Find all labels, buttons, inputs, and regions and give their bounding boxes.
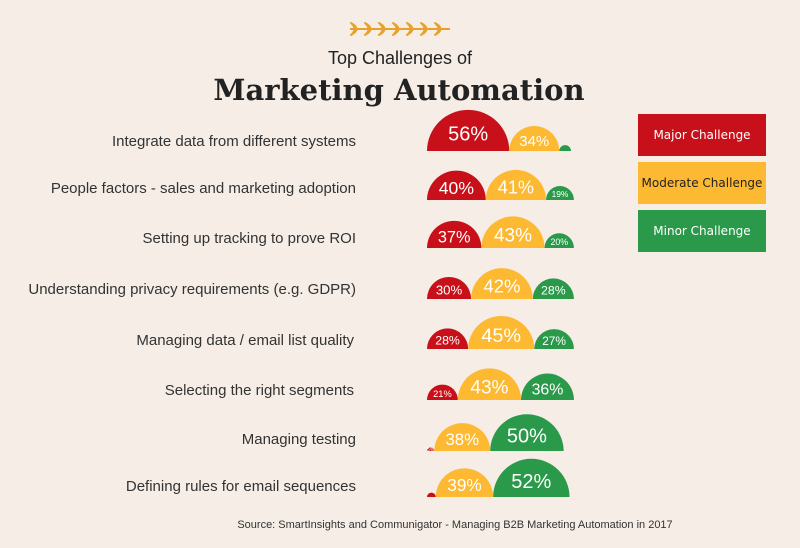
semicircle-moderate — [471, 268, 533, 299]
data-label: 45% — [481, 325, 521, 347]
semicircle-moderate — [434, 423, 491, 451]
semicircle-moderate — [457, 368, 522, 400]
ornament-leaf — [420, 22, 428, 36]
data-label: 30% — [436, 282, 463, 297]
chart-row: Understanding privacy requirements (e.g.… — [28, 268, 574, 299]
data-label: 27% — [542, 334, 566, 348]
data-label: 34% — [519, 133, 549, 150]
data-label: 40% — [439, 178, 475, 198]
data-label: 28% — [541, 284, 566, 298]
data-label: 52% — [511, 471, 551, 493]
semicircle-major — [427, 109, 510, 151]
ornament-leaf — [350, 22, 358, 36]
semicircle-moderate — [468, 315, 535, 349]
data-label: 39% — [447, 475, 481, 495]
data-label: 20% — [550, 237, 568, 247]
legend-major: Major Challenge — [638, 114, 766, 156]
semicircle-minor — [546, 186, 574, 200]
data-label: 42% — [483, 276, 520, 297]
chart-title: Marketing Automation — [213, 73, 584, 107]
category-label: Setting up tracking to prove ROI — [143, 230, 356, 247]
legend-moderate: Moderate Challenge — [638, 162, 766, 204]
semicircle-minor — [534, 329, 574, 349]
semicircle-minor — [493, 458, 570, 497]
category-label: Managing testing — [242, 431, 356, 448]
source-note: Source: SmartInsights and Communigator -… — [237, 519, 672, 531]
chart-row: People factors - sales and marketing ado… — [51, 169, 574, 200]
category-label: Integrate data from different systems — [112, 133, 356, 150]
chart-row: Integrate data from different systems 56%… — [112, 109, 571, 151]
ornament-icon — [350, 22, 450, 36]
semicircle-moderate — [481, 216, 545, 248]
chart-row: Setting up tracking to prove ROI 37% 43% 20… — [143, 216, 574, 248]
data-label: 43% — [470, 377, 508, 398]
ornament-leaf — [434, 22, 442, 36]
category-label: Selecting the right segments — [165, 382, 354, 399]
chart-row: Managing testing 5% 38% 50% — [242, 414, 564, 453]
data-label: 28% — [435, 334, 460, 348]
semicircle-minor — [559, 145, 571, 151]
semicircle-major — [427, 170, 486, 200]
ornament-leaf — [378, 22, 386, 36]
data-label: 43% — [494, 225, 532, 246]
ornament-leaf — [364, 22, 372, 36]
semicircle-major — [427, 328, 469, 349]
category-label: People factors - sales and marketing ado… — [51, 180, 356, 197]
semicircle-minor — [544, 233, 574, 248]
semicircle-major — [427, 276, 472, 299]
data-label: 41% — [498, 178, 534, 198]
data-label: 5% — [427, 447, 435, 453]
legend-moderate-label: Moderate Challenge — [641, 176, 763, 190]
ornament-leaf — [392, 22, 400, 36]
category-label: Managing data / email list quality — [136, 332, 354, 349]
chart-row: Selecting the right segments 21% 43% 36% — [165, 368, 574, 400]
legend-minor: Minor Challenge — [638, 210, 766, 252]
data-label: 38% — [445, 430, 479, 449]
category-label: Defining rules for email sequences — [126, 478, 356, 495]
semicircle-moderate — [509, 126, 560, 151]
category-label: Understanding privacy requirements (e.g.… — [28, 281, 356, 298]
data-label: 36% — [532, 381, 564, 398]
data-label: 21% — [433, 389, 452, 399]
chart-row: Defining rules for email sequences 39% 52% — [126, 458, 570, 497]
semicircle-minor — [521, 373, 574, 400]
legend-major-label: Major Challenge — [653, 128, 751, 142]
data-label: 37% — [438, 228, 471, 246]
data-label: 56% — [448, 124, 488, 146]
semicircle-moderate — [485, 169, 547, 200]
legend-minor-label: Minor Challenge — [653, 224, 751, 238]
semicircle-moderate — [435, 468, 494, 497]
chart-row: Managing data / email list quality 28% 45%… — [136, 315, 574, 349]
semicircle-major — [427, 384, 458, 400]
semicircle-major — [427, 220, 482, 248]
semicircle-minor — [532, 278, 574, 299]
data-label: 19% — [552, 189, 569, 199]
data-label: 50% — [507, 426, 547, 448]
semicircle-major — [427, 447, 435, 451]
semicircle-minor — [490, 414, 564, 451]
chart-rows: Integrate data from different systems 56%… — [28, 109, 574, 497]
chart-subtitle: Top Challenges of — [328, 48, 473, 68]
semicircle-major — [427, 492, 436, 497]
ornament-leaf — [406, 22, 414, 36]
